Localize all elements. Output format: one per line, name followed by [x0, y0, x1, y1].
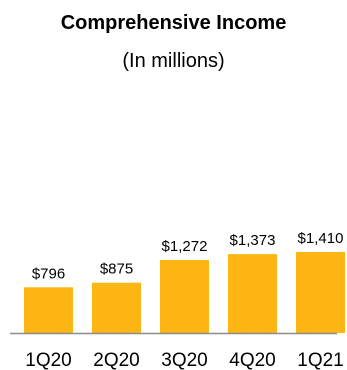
- x-tick-label-2q20: 2Q20: [93, 350, 139, 370]
- bar-2q20: [92, 282, 141, 333]
- x-tick-label-3q20: 3Q20: [161, 350, 207, 370]
- data-label-3q20: $1,272: [162, 238, 208, 255]
- data-label-1q21: $1,410: [298, 230, 344, 247]
- bar-3q20: [160, 259, 209, 333]
- x-tick-label-1q21: 1Q21: [297, 350, 343, 370]
- data-label-1q20: $796: [32, 265, 65, 282]
- x-tick-label-4q20: 4Q20: [229, 350, 275, 370]
- data-label-4q20: $1,373: [230, 232, 276, 249]
- chart-subtitle: (In millions): [122, 50, 225, 72]
- bar-1q20: [24, 287, 73, 333]
- bar-4q20: [228, 254, 277, 333]
- bar-1q21: [296, 252, 345, 333]
- chart-title: Comprehensive Income: [60, 12, 287, 34]
- x-tick-label-1q20: 1Q20: [25, 350, 71, 370]
- data-label-2q20: $875: [100, 261, 133, 278]
